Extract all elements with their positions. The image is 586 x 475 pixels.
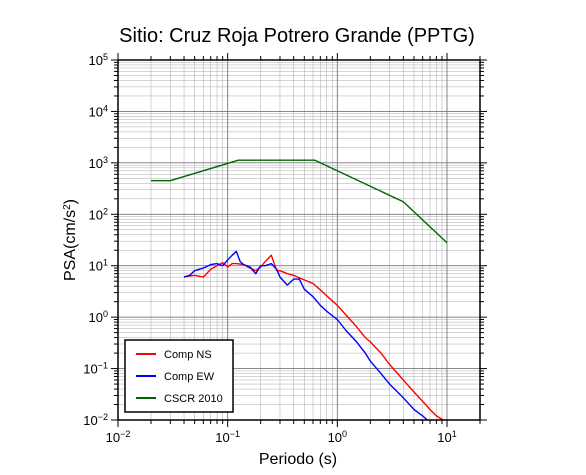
series-line-0 (183, 254, 445, 420)
y-axis-label-sup: 2 (62, 204, 73, 210)
x-tick-label-exp: −1 (230, 429, 240, 439)
x-tick-label-base: 10 (215, 430, 229, 445)
x-tick-label: 101 (437, 429, 456, 445)
x-tick-label-exp: 0 (342, 429, 347, 439)
y-tick-label-base: 10 (89, 104, 103, 119)
y-tick-label: 101 (89, 258, 108, 274)
y-tick-label-exp: 3 (103, 155, 108, 165)
x-tick-label-base: 10 (437, 430, 451, 445)
x-tick-label: 10−1 (215, 429, 240, 445)
x-tick-label-exp: 1 (452, 429, 457, 439)
x-tick-label-base: 10 (328, 430, 342, 445)
series-line-2 (151, 159, 448, 244)
y-tick-label-exp: 0 (103, 309, 108, 319)
y-axis-label-group: PSA(cm/s2) (62, 199, 80, 281)
y-axis-label-main: PSA(cm/s (62, 210, 79, 281)
legend-item-ew: Comp EW (136, 371, 215, 383)
x-tick-labels: 10−2 10−1 100 101 (106, 429, 457, 445)
y-tick-label-exp: 4 (103, 103, 108, 113)
y-tick-label-base: 10 (89, 53, 103, 68)
y-tick-label: 10−1 (83, 361, 108, 377)
y-tick-label: 102 (89, 206, 108, 222)
y-tick-label-exp: −1 (98, 361, 108, 371)
y-tick-label-base: 10 (89, 310, 103, 325)
chart-title: Sitio: Cruz Roja Potrero Grande (PPTG) (119, 25, 475, 47)
legend-item-cscr: CSCR 2010 (136, 393, 223, 405)
legend-label-ns: Comp NS (164, 349, 212, 361)
y-tick-label-exp: 2 (103, 206, 108, 216)
y-tick-label-base: 10 (89, 156, 103, 171)
plot-frame (117, 59, 481, 421)
legend-label-cscr: CSCR 2010 (164, 393, 223, 405)
x-tick-label-base: 10 (106, 430, 120, 445)
y-tick-label: 10−2 (83, 412, 108, 428)
x-axis-label: Periodo (s) (259, 451, 337, 468)
y-tick-label: 104 (89, 103, 108, 119)
legend: Comp NS Comp EW CSCR 2010 (124, 339, 234, 413)
y-tick-label-exp: 5 (103, 52, 108, 62)
y-tick-label-exp: −2 (98, 412, 108, 422)
x-tick-label-exp: −2 (120, 429, 130, 439)
y-tick-label-base: 10 (89, 259, 103, 274)
x-tick-label: 10−2 (106, 429, 131, 445)
y-axis-label: PSA(cm/s2) (62, 199, 80, 281)
x-tick-label: 100 (328, 429, 347, 445)
y-axis-label-close: ) (62, 199, 79, 204)
y-tick-label-base: 10 (83, 362, 97, 377)
legend-label-ew: Comp EW (164, 371, 215, 383)
y-tick-label: 105 (89, 52, 108, 68)
series-layer (151, 159, 448, 420)
y-tick-label-exp: 1 (103, 258, 108, 268)
y-tick-label-base: 10 (83, 413, 97, 428)
legend-item-ns: Comp NS (136, 349, 212, 361)
y-tick-label: 100 (89, 309, 108, 325)
axis-ticks (111, 53, 487, 427)
series-line-1 (183, 250, 429, 420)
y-tick-label-base: 10 (89, 207, 103, 222)
y-tick-label: 103 (89, 155, 108, 171)
